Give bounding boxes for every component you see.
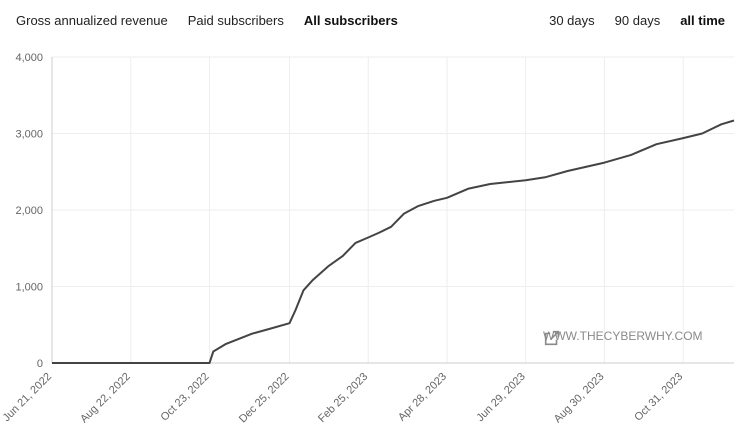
x-tick-label: Aug 30, 2023 xyxy=(552,371,607,426)
y-tick-label: 4,000 xyxy=(15,52,43,64)
range-tabs: 30 days 90 days all time xyxy=(549,13,725,28)
y-tick-label: 2,000 xyxy=(15,205,43,217)
x-tick-label: Aug 22, 2022 xyxy=(78,371,133,426)
x-tick-label: Jun 21, 2022 xyxy=(1,371,54,424)
x-tick-label: Oct 31, 2023 xyxy=(632,371,685,424)
y-tick-label: 3,000 xyxy=(15,129,43,141)
watermark-text: WWW.THECYBERWHY.COM xyxy=(543,329,703,343)
tab-all-subscribers[interactable]: All subscribers xyxy=(303,13,398,28)
tab-paid-subscribers[interactable]: Paid subscribers xyxy=(187,13,284,28)
range-30-days[interactable]: 30 days xyxy=(549,13,595,28)
range-all-time[interactable]: all time xyxy=(680,13,725,28)
y-tick-label: 0 xyxy=(37,358,43,370)
y-tick-label: 1,000 xyxy=(15,282,43,294)
x-tick-label: Dec 25, 2022 xyxy=(237,371,292,426)
source-watermark[interactable]: WWW.THECYBERWHY.COM xyxy=(543,329,703,346)
range-90-days[interactable]: 90 days xyxy=(614,13,661,28)
x-tick-label: Oct 23, 2022 xyxy=(159,371,212,424)
tab-gross-annualized-revenue[interactable]: Gross annualized revenue xyxy=(16,13,168,28)
x-tick-label: Feb 25, 2023 xyxy=(316,371,370,425)
metric-tabs: Gross annualized revenue Paid subscriber… xyxy=(16,13,398,28)
x-tick-label: Apr 28, 2023 xyxy=(396,371,449,424)
external-link-icon xyxy=(544,330,560,346)
subscribers-series-line xyxy=(52,119,735,364)
x-tick-label: Jun 29, 2023 xyxy=(474,371,527,424)
